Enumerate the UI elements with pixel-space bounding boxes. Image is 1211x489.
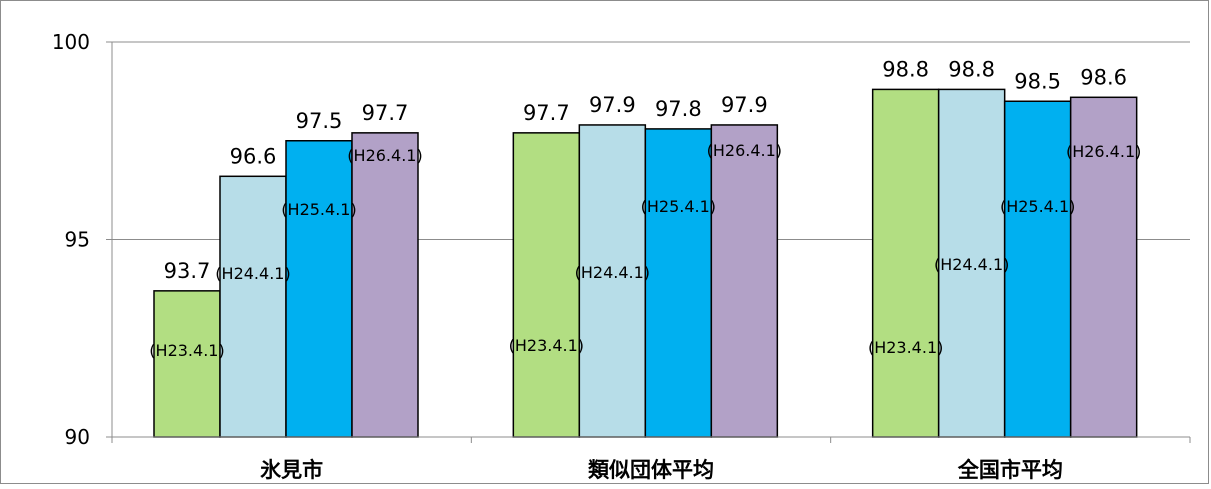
bar (153, 290, 221, 438)
series-label: (H23.4.1) (509, 336, 584, 355)
bar (219, 175, 287, 438)
x-category-label: 全国市平均 (957, 458, 1063, 482)
data-label: 97.9 (721, 93, 768, 117)
y-tick-label: 100 (52, 30, 90, 54)
series-label: (H24.4.1) (934, 255, 1009, 274)
y-tick-label: 95 (65, 228, 90, 252)
x-category-label: 類似団体平均 (587, 458, 714, 482)
bar (512, 132, 581, 438)
data-label: 97.5 (296, 109, 343, 133)
data-label: 97.7 (362, 101, 409, 125)
data-label: 98.8 (882, 57, 929, 81)
data-label: 93.7 (164, 259, 211, 283)
bar (937, 88, 1006, 438)
series-label: (H23.4.1) (868, 338, 943, 357)
data-label: 98.6 (1080, 65, 1127, 89)
series-label: (H25.4.1) (281, 200, 356, 219)
data-label: 97.7 (523, 101, 570, 125)
data-label: 97.9 (589, 93, 636, 117)
x-category-label: 氷見市 (260, 458, 323, 482)
bars (153, 88, 1138, 438)
bar (1003, 100, 1072, 438)
bar (1069, 96, 1138, 438)
series-label: (H26.4.1) (347, 146, 422, 165)
series-label: (H26.4.1) (707, 141, 782, 160)
series-label: (H25.4.1) (1000, 197, 1075, 216)
bar (871, 88, 940, 438)
bar (710, 124, 779, 438)
series-label: (H26.4.1) (1066, 142, 1141, 161)
data-label: 98.5 (1014, 69, 1061, 93)
labels: 909510093.7(H23.4.1)96.6(H24.4.1)97.5(H2… (52, 30, 1142, 482)
data-label: 97.8 (655, 97, 702, 121)
data-label: 98.8 (948, 57, 995, 81)
bar (644, 128, 713, 438)
series-label: (H23.4.1) (149, 341, 224, 360)
series-label: (H25.4.1) (641, 197, 716, 216)
bar (285, 140, 353, 438)
bar (351, 132, 419, 438)
series-label: (H24.4.1) (215, 264, 290, 283)
y-tick-label: 90 (65, 425, 90, 449)
axes (106, 41, 1191, 443)
data-label: 96.6 (230, 144, 277, 168)
series-label: (H24.4.1) (575, 263, 650, 282)
